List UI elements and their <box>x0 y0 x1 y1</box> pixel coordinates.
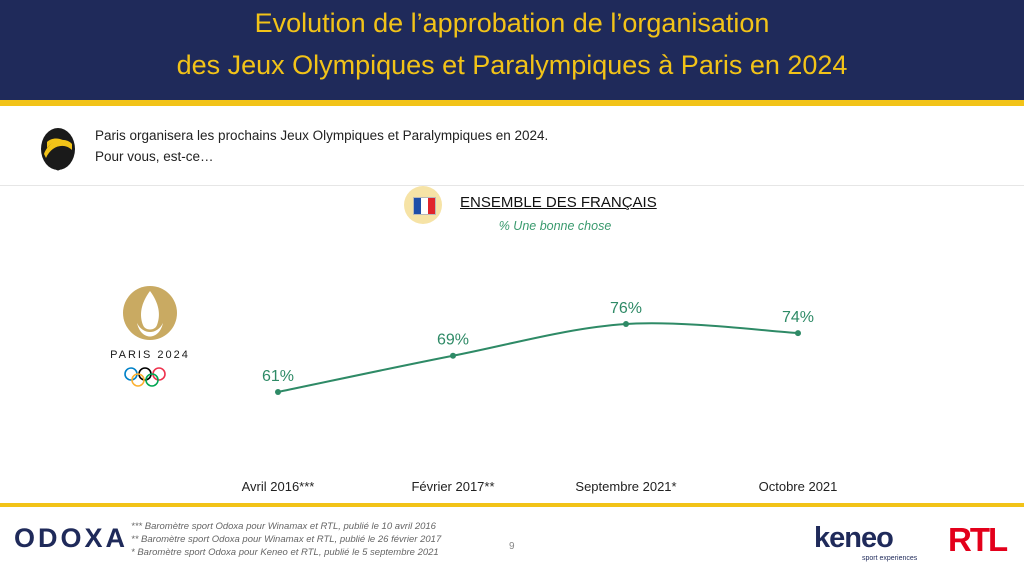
x-tick-label-1: Avril 2016*** <box>242 479 315 494</box>
data-labels: 61% 69% 76% 74% <box>262 300 814 385</box>
data-point-4 <box>795 330 801 337</box>
page-number: 9 <box>509 541 515 552</box>
footer-accent-bar <box>0 503 1024 507</box>
flag-stripes <box>413 197 436 215</box>
odoxa-question-icon <box>41 128 75 171</box>
data-points <box>275 321 801 395</box>
x-axis-ticks: Avril 2016*** Février 2017** Septembre 202… <box>242 479 838 494</box>
series-line <box>277 322 799 393</box>
data-point-2 <box>450 352 456 359</box>
data-label-2: 69% <box>437 332 469 349</box>
keneo-tagline: sport experiences <box>862 555 918 562</box>
odoxa-logo: ODOXA <box>14 523 129 553</box>
paris-2024-label: PARIS 2024 <box>110 349 190 361</box>
x-tick-label-3: Septembre 2021* <box>575 479 676 494</box>
footnote-3: * Baromètre sport Odoxa pour Keneo et RT… <box>131 547 439 558</box>
page-title-line-2: des Jeux Olympiques et Paralympiques à P… <box>176 50 848 80</box>
separator <box>0 185 1024 186</box>
data-point-1 <box>275 389 281 395</box>
paris-2024-logo: PARIS 2024 <box>110 286 190 387</box>
question-line-1: Paris organisera les prochains Jeux Olym… <box>95 128 549 143</box>
header-banner: Evolution de l’approbation de l’organisa… <box>0 0 1024 100</box>
group-title: ENSEMBLE DES FRANÇAIS <box>460 194 657 211</box>
data-point-3 <box>623 321 629 327</box>
group-subtitle: % Une bonne chose <box>498 219 612 233</box>
footnote-1: *** Baromètre sport Odoxa pour Winamax e… <box>131 521 436 532</box>
footnote-2: ** Baromètre sport Odoxa pour Winamax et… <box>131 534 442 545</box>
header-accent-bar <box>0 100 1024 106</box>
x-tick-label-2: Février 2017** <box>411 479 494 494</box>
data-label-3: 76% <box>610 300 642 317</box>
footnotes: *** Baromètre sport Odoxa pour Winamax e… <box>131 520 441 559</box>
keneo-logo: keneo <box>814 522 894 554</box>
rtl-logo: RTL <box>948 521 1008 558</box>
page-title-line-1: Evolution de l’approbation de l’organisa… <box>254 8 770 38</box>
x-tick-label-4: Octobre 2021 <box>759 479 838 494</box>
data-label-4: 74% <box>782 309 814 326</box>
question-text: Paris organisera les prochains Jeux Olym… <box>95 125 548 167</box>
france-flag-icon <box>404 186 442 224</box>
data-label-1: 61% <box>262 368 294 385</box>
question-line-2: Pour vous, est-ce… <box>95 149 214 164</box>
